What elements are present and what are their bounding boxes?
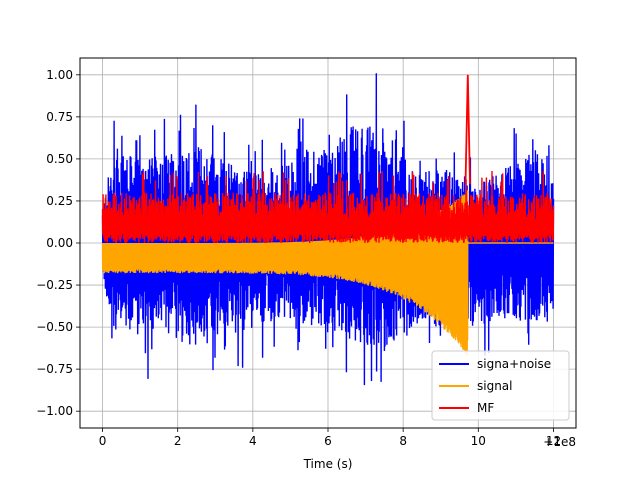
y-tick-label: 0.00 (46, 236, 73, 250)
series-line-signal (101, 190, 554, 356)
x-tick-label: 6 (324, 434, 332, 448)
x-axis-offset-label: +1e8 (543, 435, 576, 449)
legend-box (431, 350, 570, 421)
y-tick-label: 0.75 (46, 110, 73, 124)
x-tick-label: 12 (546, 434, 561, 448)
x-tick-label: 0 (99, 434, 107, 448)
x-tick-label: 2 (174, 434, 182, 448)
series-line-mf (101, 170, 555, 244)
y-tick-label: −0.25 (36, 278, 73, 292)
axis-ticks: 0 2 4 6 8 10 12 −1.00 −0.75 −0.50 −0.25 0.00 0.25 0.5… (36, 68, 561, 448)
x-tick-label: 4 (249, 434, 257, 448)
y-tick-label: −0.75 (36, 362, 73, 376)
y-tick-label: −0.50 (36, 320, 73, 334)
y-tick-label: 1.00 (46, 68, 73, 82)
y-tick-label: 0.25 (46, 194, 73, 208)
x-tick-label: 8 (399, 434, 407, 448)
legend-label-signal: signal (477, 379, 513, 393)
y-tick-label: −1.00 (36, 404, 73, 418)
mf-peak (464, 74, 471, 185)
x-axis-label: Time (s) (303, 457, 353, 471)
x-tick-label: 10 (471, 434, 486, 448)
legend: signa+noise signal MF (431, 350, 570, 421)
plot-area (101, 73, 555, 386)
legend-label-mf: MF (477, 401, 494, 415)
y-tick-label: 0.50 (46, 152, 73, 166)
legend-label-signa-noise: signa+noise (477, 357, 551, 371)
